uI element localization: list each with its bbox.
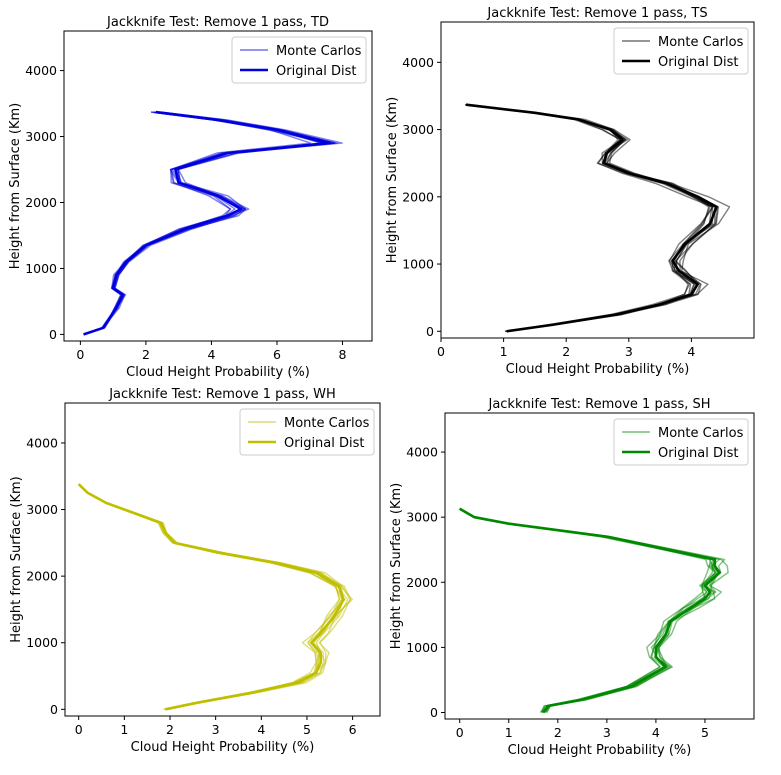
legend: Monte Carlos Original Dist bbox=[231, 36, 367, 84]
x-tick-label: 3 bbox=[603, 725, 611, 740]
original-dist-line bbox=[465, 103, 718, 333]
y-tick-label: 3000 bbox=[402, 122, 434, 137]
plot-area bbox=[464, 103, 731, 333]
y-tick-label: 0 bbox=[50, 702, 58, 717]
x-tick-label: 4 bbox=[687, 344, 695, 359]
chart-panel-2: 0 1 2 3 4 5 6 0 1000 2000 3000 4000 Jackknife Test: … bbox=[9, 387, 381, 755]
x-tick-label: 3 bbox=[212, 722, 220, 737]
x-tick-label: 0 bbox=[437, 344, 445, 359]
monte-carlo-line bbox=[459, 508, 717, 713]
y-tick-label: 2000 bbox=[25, 195, 57, 210]
legend-label-monte-carlos: Monte Carlos bbox=[658, 35, 744, 50]
axes-frame bbox=[444, 412, 755, 720]
y-tick-label: 4000 bbox=[26, 435, 58, 450]
y-axis-label: Height from Surface (Km) bbox=[385, 97, 400, 263]
x-tick-label: 2 bbox=[166, 722, 174, 737]
legend-label-monte-carlos: Monte Carlos bbox=[276, 44, 362, 59]
legend: Monte Carlos Original Dist bbox=[613, 27, 749, 75]
chart-panel-3: 0 1 2 3 4 5 0 1000 2000 3000 4000 Jackknife Test: R… bbox=[389, 397, 755, 758]
legend-label-original-dist: Original Dist bbox=[658, 446, 739, 461]
y-tick-label: 2000 bbox=[26, 569, 58, 584]
plot-area bbox=[77, 483, 353, 711]
chart-title: Jackknife Test: Remove 1 pass, TD bbox=[106, 15, 329, 30]
x-tick-label: 0 bbox=[75, 722, 83, 737]
x-tick-label: 4 bbox=[207, 347, 215, 362]
legend-box bbox=[613, 27, 749, 75]
y-tick-label: 2000 bbox=[402, 189, 434, 204]
y-tick-label: 1000 bbox=[25, 261, 57, 276]
x-tick-label: 2 bbox=[554, 725, 562, 740]
monte-carlo-line bbox=[78, 483, 340, 710]
y-tick-label: 0 bbox=[430, 705, 438, 720]
monte-carlo-line bbox=[459, 508, 714, 713]
monte-carlo-line bbox=[78, 483, 343, 710]
x-axis-label: Cloud Height Probability (%) bbox=[508, 743, 692, 758]
x-tick-label: 2 bbox=[562, 344, 570, 359]
monte-carlo-line bbox=[466, 104, 731, 332]
legend-label-original-dist: Original Dist bbox=[284, 436, 365, 451]
y-tick-label: 4000 bbox=[406, 445, 438, 460]
y-tick-label: 4000 bbox=[25, 63, 57, 78]
chart-title: Jackknife Test: Remove 1 pass, TS bbox=[486, 6, 707, 21]
x-tick-label: 3 bbox=[625, 344, 633, 359]
x-tick-label: 6 bbox=[349, 722, 357, 737]
y-tick-label: 1000 bbox=[402, 257, 434, 272]
axes-frame bbox=[440, 21, 755, 339]
x-tick-label: 4 bbox=[257, 722, 265, 737]
x-tick-label: 1 bbox=[500, 344, 508, 359]
legend-box bbox=[239, 408, 375, 456]
monte-carlo-line bbox=[465, 104, 710, 332]
legend-box bbox=[231, 36, 367, 84]
original-dist-line bbox=[77, 483, 345, 711]
x-tick-label: 5 bbox=[701, 725, 709, 740]
y-tick-label: 3000 bbox=[26, 502, 58, 517]
plot-area bbox=[83, 110, 343, 336]
y-tick-label: 3000 bbox=[25, 129, 57, 144]
monte-carlo-line bbox=[78, 483, 343, 710]
y-axis-label: Height from Surface (Km) bbox=[8, 103, 23, 269]
x-axis-label: Cloud Height Probability (%) bbox=[131, 740, 315, 755]
y-tick-label: 0 bbox=[49, 327, 57, 342]
chart-panel-0: 0 2 4 6 8 0 1000 2000 3000 4000 Jackknife Test: Re… bbox=[8, 15, 373, 380]
original-dist-line bbox=[459, 507, 722, 714]
chart-title: Jackknife Test: Remove 1 pass, SH bbox=[487, 397, 710, 412]
y-tick-label: 4000 bbox=[402, 55, 434, 70]
y-tick-label: 1000 bbox=[26, 635, 58, 650]
legend-box bbox=[613, 418, 749, 466]
x-tick-label: 0 bbox=[76, 347, 84, 362]
x-tick-label: 8 bbox=[339, 347, 347, 362]
chart-panel-1: 0 1 2 3 4 0 1000 2000 3000 4000 Jackknife Test: Re… bbox=[385, 6, 755, 377]
x-axis-label: Cloud Height Probability (%) bbox=[506, 362, 690, 377]
y-axis-label: Height from Surface (Km) bbox=[389, 483, 404, 649]
axes-frame bbox=[64, 402, 381, 717]
y-tick-label: 1000 bbox=[406, 640, 438, 655]
x-tick-label: 1 bbox=[505, 725, 513, 740]
monte-carlo-line bbox=[459, 508, 712, 713]
legend-label-monte-carlos: Monte Carlos bbox=[284, 416, 370, 431]
axes-frame bbox=[63, 30, 373, 342]
y-axis-label: Height from Surface (Km) bbox=[9, 476, 24, 642]
monte-carlo-line bbox=[459, 508, 716, 713]
y-tick-label: 2000 bbox=[406, 575, 438, 590]
chart-title: Jackknife Test: Remove 1 pass, WH bbox=[108, 387, 336, 402]
x-tick-label: 2 bbox=[142, 347, 150, 362]
plot-area bbox=[459, 507, 729, 714]
x-tick-label: 4 bbox=[652, 725, 660, 740]
legend: Monte Carlos Original Dist bbox=[239, 408, 375, 456]
monte-carlo-line bbox=[78, 483, 340, 710]
y-tick-label: 0 bbox=[426, 324, 434, 339]
y-tick-label: 3000 bbox=[406, 510, 438, 525]
x-tick-label: 6 bbox=[273, 347, 281, 362]
legend-label-original-dist: Original Dist bbox=[276, 64, 357, 79]
x-axis-label: Cloud Height Probability (%) bbox=[126, 365, 310, 380]
legend-label-monte-carlos: Monte Carlos bbox=[658, 426, 744, 441]
original-dist-line bbox=[83, 110, 331, 336]
legend: Monte Carlos Original Dist bbox=[613, 418, 749, 466]
legend-label-original-dist: Original Dist bbox=[658, 55, 739, 70]
x-tick-label: 1 bbox=[120, 722, 128, 737]
x-tick-label: 0 bbox=[456, 725, 464, 740]
x-tick-label: 5 bbox=[303, 722, 311, 737]
